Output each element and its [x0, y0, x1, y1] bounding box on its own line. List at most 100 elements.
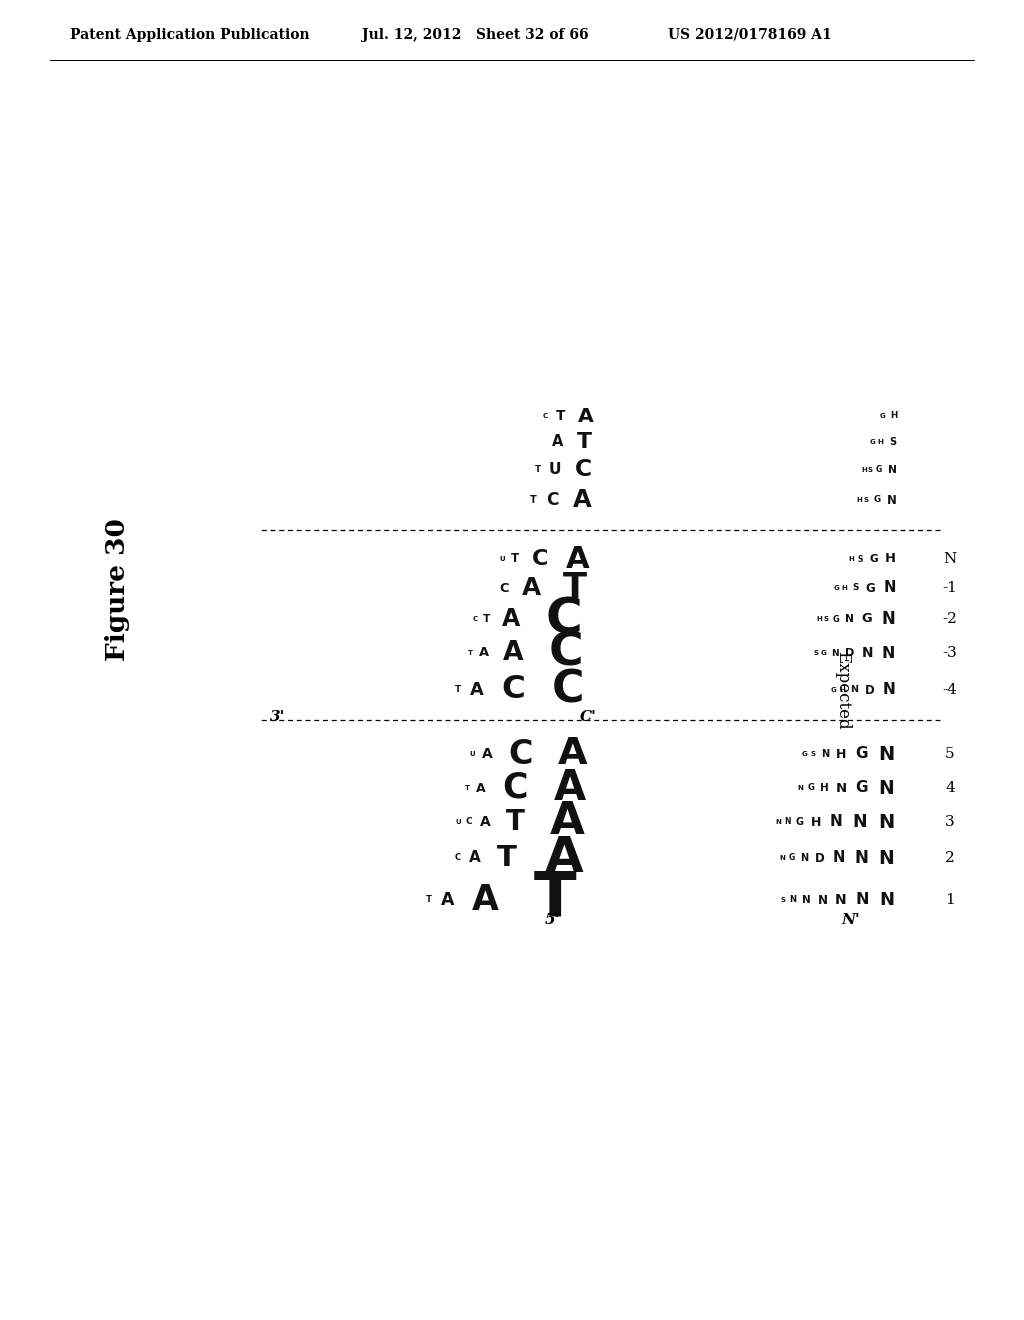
Text: U: U — [469, 751, 475, 756]
Text: N: N — [943, 552, 956, 566]
Text: C: C — [574, 458, 592, 482]
Text: D: D — [845, 648, 854, 657]
Text: A: A — [552, 434, 563, 450]
Text: A: A — [476, 781, 485, 795]
Text: T: T — [556, 409, 565, 422]
Text: N: N — [880, 891, 895, 909]
Text: T: T — [497, 843, 517, 873]
Text: A: A — [521, 576, 541, 601]
Text: G: G — [788, 854, 795, 862]
Text: N: N — [829, 814, 843, 829]
Text: 2: 2 — [945, 851, 954, 865]
Text: 3: 3 — [945, 814, 954, 829]
Text: H: H — [816, 616, 822, 622]
Text: C': C' — [580, 710, 597, 723]
Text: D: D — [864, 684, 874, 697]
Text: N: N — [882, 610, 895, 628]
Text: N: N — [836, 781, 847, 795]
Text: Jul. 12, 2012   Sheet 32 of 66: Jul. 12, 2012 Sheet 32 of 66 — [362, 28, 589, 42]
Text: S: S — [813, 649, 818, 656]
Text: N': N' — [842, 913, 860, 927]
Text: G: G — [802, 751, 808, 756]
Text: N: N — [856, 892, 869, 908]
Text: C: C — [472, 616, 477, 622]
Text: S: S — [890, 437, 897, 447]
Text: A: A — [481, 747, 493, 762]
Text: T: T — [577, 432, 592, 451]
Text: C: C — [501, 675, 525, 705]
Text: Figure 30: Figure 30 — [105, 519, 130, 661]
Text: G: G — [796, 817, 804, 828]
Text: G: G — [833, 615, 840, 623]
Text: Expected: Expected — [835, 651, 852, 730]
Text: C: C — [502, 771, 527, 805]
Text: S: S — [823, 616, 828, 622]
Text: N: N — [836, 894, 847, 907]
Text: G: G — [869, 554, 878, 564]
Text: N: N — [831, 648, 839, 657]
Text: H: H — [849, 556, 854, 562]
Text: S: S — [867, 467, 872, 473]
Text: N: N — [846, 614, 854, 624]
Text: N: N — [888, 465, 897, 475]
Text: H: H — [842, 585, 847, 591]
Text: H: H — [861, 467, 867, 473]
Text: N: N — [779, 855, 785, 861]
Text: N: N — [887, 494, 896, 507]
Text: H: H — [836, 747, 846, 760]
Text: N: N — [798, 785, 804, 791]
Text: U: U — [456, 818, 461, 825]
Text: A: A — [469, 850, 481, 866]
Text: H: H — [856, 498, 862, 503]
Text: N: N — [878, 813, 894, 832]
Text: N: N — [852, 813, 866, 832]
Text: N: N — [817, 894, 827, 907]
Text: -4: -4 — [942, 682, 957, 697]
Text: N: N — [821, 748, 829, 759]
Text: G: G — [869, 440, 874, 445]
Text: N: N — [882, 645, 895, 660]
Text: N: N — [784, 817, 791, 826]
Text: G: G — [834, 585, 840, 591]
Text: T: T — [511, 553, 519, 565]
Text: A: A — [550, 800, 585, 843]
Text: C: C — [531, 549, 548, 569]
Text: A: A — [479, 647, 489, 660]
Text: H: H — [878, 440, 884, 445]
Text: U: U — [500, 556, 505, 562]
Text: N: N — [775, 818, 781, 825]
Text: S: S — [858, 554, 863, 564]
Text: 4: 4 — [945, 781, 954, 795]
Text: G: G — [855, 747, 867, 762]
Text: T: T — [530, 495, 537, 506]
Text: 3': 3' — [270, 710, 286, 723]
Text: G: G — [865, 582, 876, 594]
Text: H: H — [890, 412, 897, 421]
Text: 1: 1 — [945, 894, 954, 907]
Text: A: A — [566, 544, 590, 573]
Text: -3: -3 — [943, 645, 957, 660]
Text: Patent Application Publication: Patent Application Publication — [70, 28, 309, 42]
Text: D: D — [815, 851, 824, 865]
Text: S: S — [811, 751, 815, 756]
Text: -1: -1 — [942, 581, 957, 595]
Text: A: A — [440, 891, 455, 909]
Text: T: T — [562, 572, 587, 605]
Text: N: N — [879, 779, 894, 797]
Text: T: T — [506, 808, 524, 836]
Text: T: T — [482, 614, 489, 624]
Text: N: N — [861, 645, 873, 660]
Text: 5': 5' — [545, 913, 560, 927]
Text: A: A — [503, 640, 523, 667]
Text: T: T — [534, 870, 577, 931]
Text: S: S — [852, 583, 858, 593]
Text: A: A — [545, 834, 584, 882]
Text: H: H — [840, 686, 845, 693]
Text: G: G — [830, 686, 837, 693]
Text: A: A — [470, 681, 483, 700]
Text: A: A — [502, 607, 520, 631]
Text: C: C — [465, 817, 472, 826]
Text: 5: 5 — [945, 747, 954, 762]
Text: A: A — [472, 883, 499, 917]
Text: N: N — [879, 849, 894, 867]
